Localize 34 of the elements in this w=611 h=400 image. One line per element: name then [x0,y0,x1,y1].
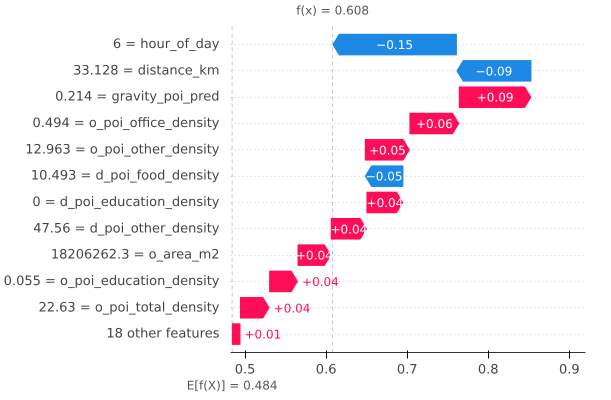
data-label: +0.06 [416,117,453,132]
data-label: +0.05 [368,143,406,158]
x-tick-label: 0.7 [396,362,418,378]
data-label: +0.09 [476,90,514,105]
x-tick-label: 0.9 [558,362,580,378]
data-label: +0.04 [330,222,368,236]
data-label: +0.04 [302,274,339,289]
bar [456,60,532,82]
data-label: −0.05 [366,170,402,184]
data-label: +0.01 [244,328,282,342]
data-label: +0.04 [366,196,404,210]
y-tick-label: 0.055 = o_poi_education_density [4,274,220,289]
y-tick-label: 0 = d_poi_education_density [32,194,220,210]
x-tick-label: 0.5 [234,362,256,378]
y-tick-label: 0.214 = gravity_poi_pred [55,90,220,105]
y-tick-label: 33.128 = distance_km [73,63,220,78]
bar [332,34,457,56]
bar [232,323,240,345]
y-tick-label: 22.63 = o_poi_total_density [38,300,220,316]
data-label: −0.09 [476,64,512,78]
y-tick-label: 10.493 = d_poi_food_density [30,168,220,184]
y-tick-label: 6 = hour_of_day [112,37,220,52]
y-tick-label: 18 other features [106,326,220,342]
ref-line-label: E[f(X)] = 0.484 [186,378,278,392]
x-tick-label: 0.6 [316,362,336,378]
y-tick-label: 0.494 = o_poi_office_density [32,116,220,132]
ref-line-label: f(x) = 0.608 [296,4,369,18]
x-tick-label: 0.8 [478,362,499,378]
data-label: −0.15 [376,38,414,52]
y-tick-label: 47.56 = d_poi_other_density [33,221,220,236]
y-tick-label: 18206262.3 = o_area_m2 [50,248,220,263]
data-label: +0.04 [274,301,310,316]
y-tick-label: 12.963 = o_poi_other_density [25,142,220,158]
bar [458,86,532,108]
